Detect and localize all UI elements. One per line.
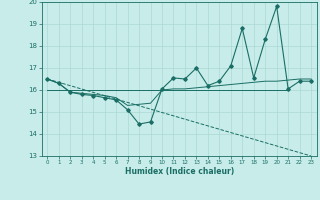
- X-axis label: Humidex (Indice chaleur): Humidex (Indice chaleur): [124, 167, 234, 176]
